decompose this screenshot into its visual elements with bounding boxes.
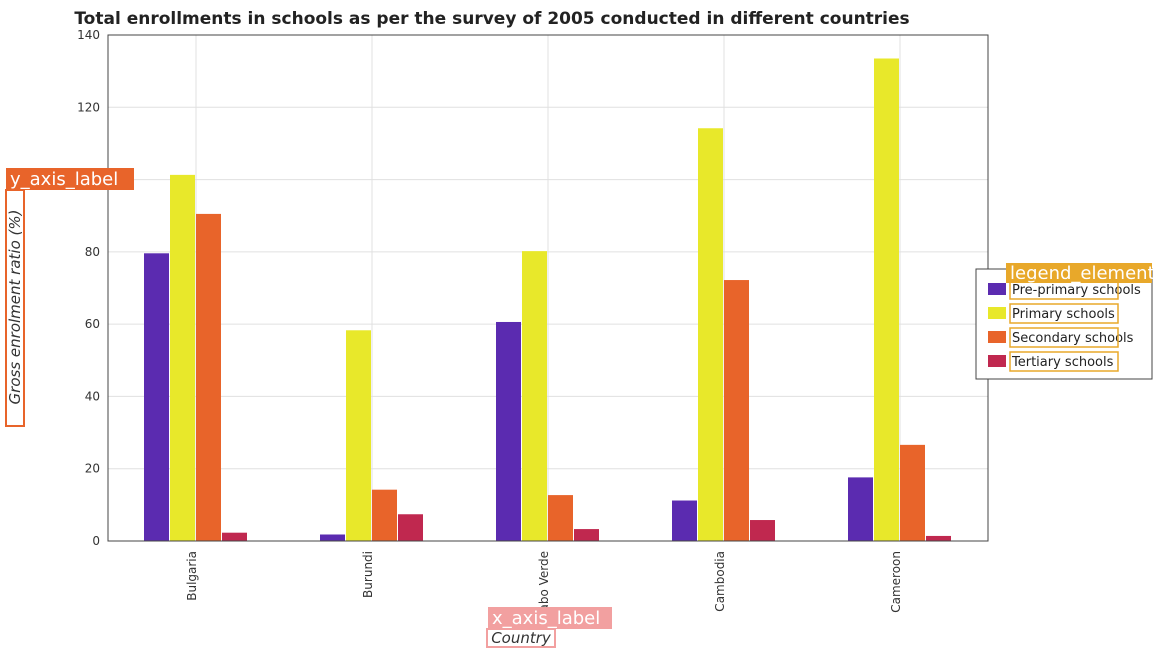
y-axis-label: Gross enrolment ratio (%) (6, 210, 24, 405)
y-tick-label: 0 (92, 534, 100, 548)
x-tick-label: Cabo Verde (537, 551, 551, 620)
y-tick-label: 20 (85, 462, 100, 476)
bar-primary-schools-burundi (346, 330, 371, 541)
y-tick-label: 120 (77, 100, 100, 114)
bar-tertiary-schools-cambodia (750, 520, 775, 541)
bar-pre-primary-schools-cambodia (672, 500, 697, 541)
x-axis-label: Country (491, 629, 552, 647)
y-axis-tag: y_axis_label (10, 169, 118, 190)
bar-pre-primary-schools-cameroon (848, 477, 873, 541)
y-axis-label-outline (5, 189, 25, 427)
legend-item-outline (1009, 279, 1119, 300)
bar-tertiary-schools-cameroon (926, 535, 951, 541)
bar-tertiary-schools-burundi (398, 514, 423, 541)
bar-secondary-schools-cabo-verde (548, 495, 573, 541)
gridlines (108, 34, 988, 542)
bar-primary-schools-cabo-verde (522, 251, 547, 542)
x-axis-label-group: x_axis_label Country (486, 607, 612, 648)
x-tick-label: Burundi (361, 551, 375, 598)
bar-pre-primary-schools-bulgaria (144, 253, 169, 541)
legend-item-label: Tertiary schools (1011, 355, 1114, 370)
bar-secondary-schools-bulgaria (196, 213, 221, 541)
x-tick-label: Bulgaria (185, 551, 199, 601)
y-axis-tag-box (6, 168, 134, 190)
legend-tag: legend_element (1010, 263, 1154, 284)
bar-pre-primary-schools-cabo-verde (496, 321, 521, 541)
y-tick-label: 60 (85, 317, 100, 331)
x-tick-label: Cambodia (713, 551, 727, 612)
legend-swatch (988, 307, 1006, 319)
bar-primary-schools-cameroon (874, 58, 899, 541)
y-axis-label-group: y_axis_label Gross enrolment ratio (%) (5, 168, 134, 427)
legend-swatch (988, 283, 1006, 295)
legend-item-label: Secondary schools (1012, 331, 1134, 346)
bar-secondary-schools-burundi (372, 489, 397, 541)
bar-tertiary-schools-cabo-verde (574, 529, 599, 541)
y-tick-label: 140 (77, 28, 100, 42)
bar-pre-primary-schools-burundi (320, 534, 345, 541)
bars (144, 58, 951, 542)
legend-item-outline (1009, 351, 1119, 372)
x-tick-label: Cameroon (889, 551, 903, 613)
legend-item-outline (1009, 303, 1119, 324)
bar-secondary-schools-cambodia (724, 280, 749, 541)
y-tick-label: 40 (85, 389, 100, 403)
legend-item-outline (1009, 327, 1119, 348)
legend-tag-box (1006, 263, 1152, 283)
legend-item-label: Pre-primary schools (1012, 283, 1141, 298)
bar-primary-schools-bulgaria (170, 174, 195, 541)
bar-secondary-schools-cameroon (900, 444, 925, 541)
chart-title: Total enrollments in schools as per the … (74, 9, 909, 29)
legend-item-label: Primary schools (1012, 307, 1115, 322)
legend-swatch (988, 355, 1006, 367)
y-tick-label: 80 (85, 245, 100, 259)
legend-swatch (988, 331, 1006, 343)
bar-tertiary-schools-bulgaria (222, 532, 247, 541)
x-axis-tag-box (488, 607, 612, 629)
x-axis-label-outline (486, 628, 556, 648)
x-axis-tag: x_axis_label (492, 608, 600, 629)
bar-primary-schools-cambodia (698, 128, 723, 541)
